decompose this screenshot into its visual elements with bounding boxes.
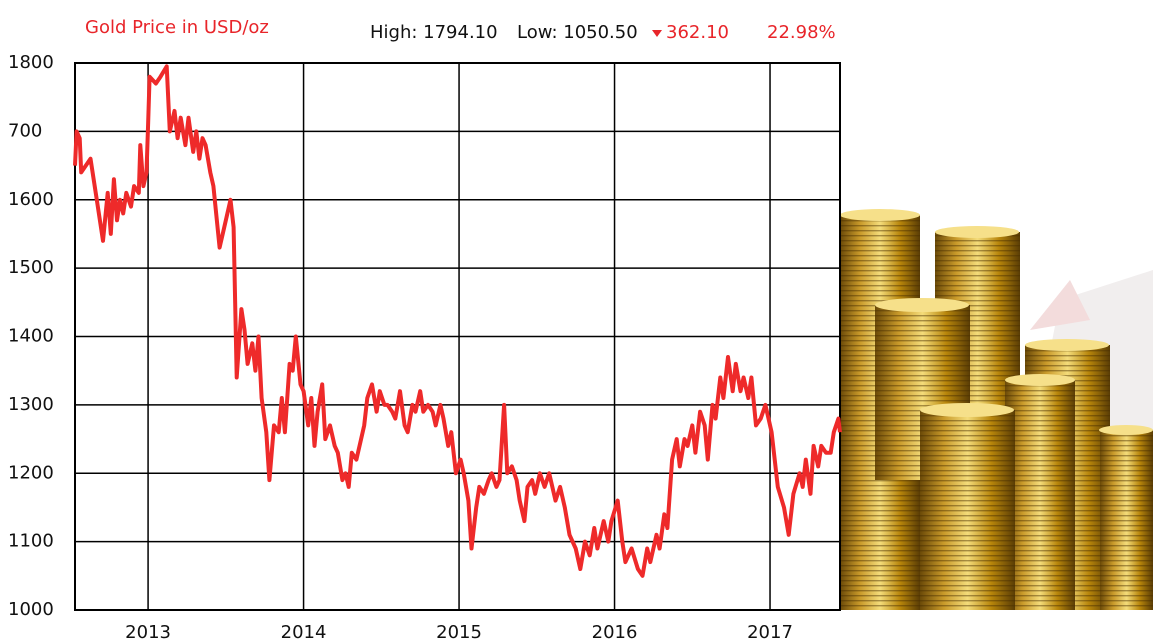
high-stat: High: 1794.10 <box>370 22 498 43</box>
low-stat: Low: 1050.50 <box>517 22 638 43</box>
change-percent: 22.98% <box>767 22 836 43</box>
change-stat: 362.10 <box>666 22 729 43</box>
x-tick-label: 2014 <box>281 622 327 643</box>
y-tick-label: 1500 <box>8 257 54 278</box>
y-tick-label: 1600 <box>8 189 54 210</box>
chart-title: Gold Price in USD/oz <box>85 17 269 38</box>
y-tick-label: 1100 <box>8 531 54 552</box>
gold-coins <box>840 209 1153 610</box>
down-arrow <box>652 30 662 37</box>
y-tick-label: 1800 <box>8 52 54 73</box>
price-line <box>73 64 842 578</box>
y-tick-label: 1300 <box>8 394 54 415</box>
y-tick-label: 700 <box>8 120 42 141</box>
x-tick-label: 2016 <box>592 622 638 643</box>
x-tick-label: 2013 <box>125 622 171 643</box>
x-tick-label: 2015 <box>436 622 482 643</box>
y-tick-label: 1000 <box>8 599 54 620</box>
x-tick-label: 2017 <box>747 622 793 643</box>
y-tick-label: 1400 <box>8 326 54 347</box>
y-tick-label: 1200 <box>8 462 54 483</box>
